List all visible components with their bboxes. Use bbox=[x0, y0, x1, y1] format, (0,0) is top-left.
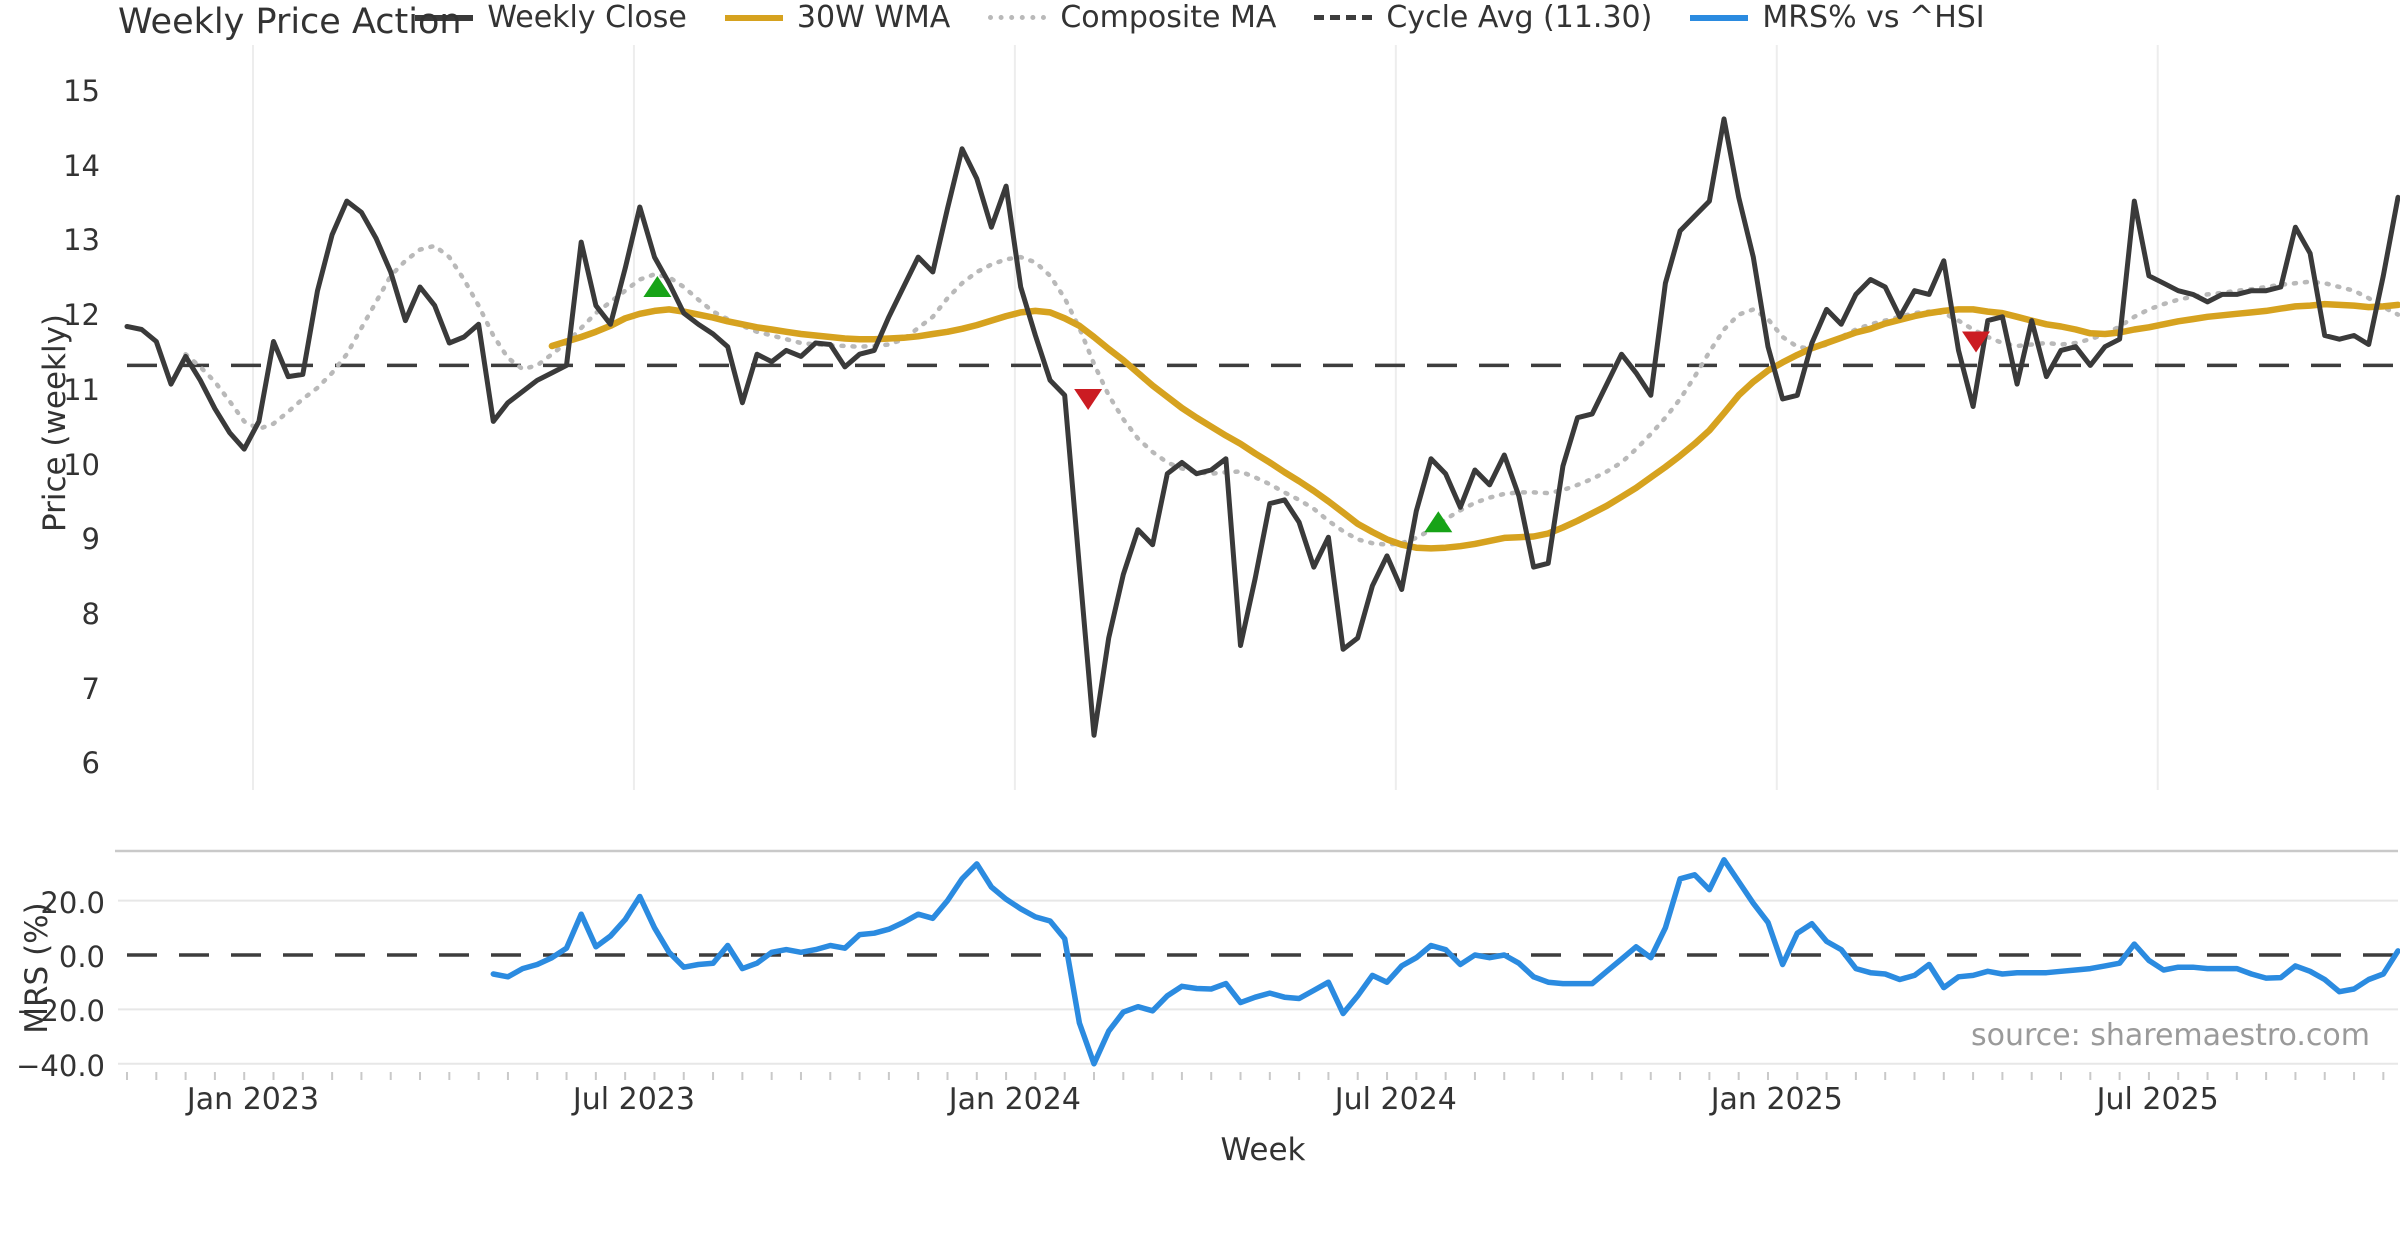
mrs-line-sample bbox=[1690, 14, 1749, 21]
price-tick-label: 14 bbox=[63, 148, 100, 183]
legend-item-mrs: MRS% vs ^HSI bbox=[1690, 0, 1985, 35]
x-tick-label: Jan 2024 bbox=[948, 1082, 1081, 1117]
legend-item-weekly-close: Weekly Close bbox=[415, 0, 687, 35]
price-tick-label: 7 bbox=[81, 671, 100, 706]
price-tick-label: 12 bbox=[63, 298, 100, 333]
buy-signal-marker bbox=[643, 275, 672, 297]
mrs-line bbox=[490, 857, 2400, 1067]
composite-ma-line-sample bbox=[988, 15, 1047, 20]
source-note: source: sharemaestro.com bbox=[1971, 1018, 2370, 1053]
wma-line-sample bbox=[724, 14, 783, 21]
sell-signal-marker bbox=[1074, 389, 1103, 411]
mrs-tick-label: 0.0 bbox=[58, 940, 105, 974]
price-tick-label: 8 bbox=[81, 596, 100, 631]
x-tick-label: Jul 2025 bbox=[2096, 1082, 2219, 1117]
buy-signal-marker bbox=[1424, 511, 1453, 533]
legend-label: Cycle Avg (11.30) bbox=[1386, 0, 1653, 35]
mrs-tick-label: −40.0 bbox=[16, 1048, 105, 1083]
legend-label: Composite MA bbox=[1060, 0, 1277, 35]
price-tick-label: 15 bbox=[63, 74, 100, 108]
x-axis-label: Week bbox=[1220, 1132, 1306, 1168]
price-tick-label: 6 bbox=[81, 746, 100, 781]
composite-ma-line bbox=[183, 243, 2400, 547]
x-tick-label: Jul 2024 bbox=[1334, 1082, 1457, 1117]
price-tick-label: 11 bbox=[63, 372, 100, 407]
weekly-close-line-sample bbox=[415, 14, 474, 21]
x-tick-label: Jul 2023 bbox=[572, 1082, 695, 1117]
legend: Weekly Close 30W WMA Composite MA Cycle … bbox=[0, 0, 2400, 35]
mrs-tick-label: −20.0 bbox=[16, 994, 105, 1029]
legend-item-30w-wma: 30W WMA bbox=[724, 0, 951, 35]
sell-signal-marker bbox=[1962, 331, 1991, 353]
legend-label: Weekly Close bbox=[487, 0, 687, 35]
cycle-avg-line-sample bbox=[1314, 15, 1373, 20]
chart-title: Weekly Price Action bbox=[118, 2, 462, 42]
legend-label: 30W WMA bbox=[796, 0, 951, 35]
x-tick-label: Jan 2025 bbox=[1710, 1082, 1843, 1117]
x-tick-label: Jan 2023 bbox=[186, 1082, 320, 1117]
price-tick-label: 10 bbox=[63, 447, 100, 482]
weekly-close-line bbox=[124, 116, 2400, 738]
legend-item-cycle-avg: Cycle Avg (11.30) bbox=[1314, 0, 1652, 35]
legend-label: MRS% vs ^HSI bbox=[1762, 0, 1985, 35]
price-tick-label: 9 bbox=[81, 522, 100, 557]
mrs-tick-label: 20.0 bbox=[40, 885, 105, 920]
wma-30w-line bbox=[548, 300, 2400, 552]
legend-item-composite-ma: Composite MA bbox=[988, 0, 1276, 35]
price-tick-label: 13 bbox=[63, 223, 100, 258]
